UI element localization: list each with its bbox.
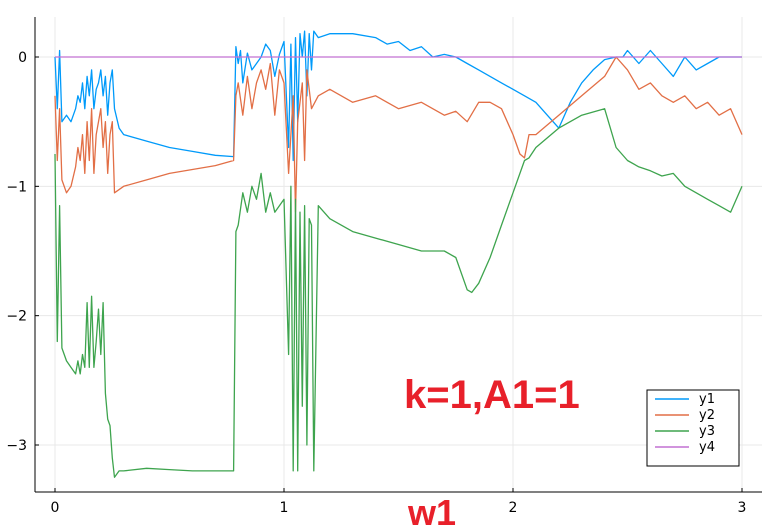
y-tick-label: 0 — [18, 50, 27, 66]
axes-layer — [34, 17, 762, 493]
legend-label-y1: y1 — [699, 392, 715, 407]
series-line-y2 — [54, 56, 743, 213]
series-line-y1 — [54, 30, 742, 162]
x-tick-label: 0 — [51, 500, 60, 516]
legend-label-y3: y3 — [699, 424, 715, 439]
chart-annotation: k=1,A1=1 — [404, 373, 580, 417]
x-tick-label: 1 — [280, 500, 289, 516]
x-axis-label: w1 — [407, 492, 456, 532]
y-tick-label: −3 — [6, 438, 27, 454]
x-tick-label: 3 — [738, 500, 747, 516]
y-tick-label: −2 — [6, 309, 27, 325]
series-layer — [54, 30, 743, 478]
y-tick-label: −1 — [6, 179, 27, 195]
legend-box — [646, 389, 740, 467]
legend-label-y2: y2 — [699, 408, 715, 423]
series-line-y3 — [54, 108, 743, 478]
legend-label-y4: y4 — [699, 440, 715, 455]
x-tick-label: 2 — [509, 500, 518, 516]
ticks-layer: 0 1 2 3 0 −1 −2 −3 — [6, 50, 746, 516]
